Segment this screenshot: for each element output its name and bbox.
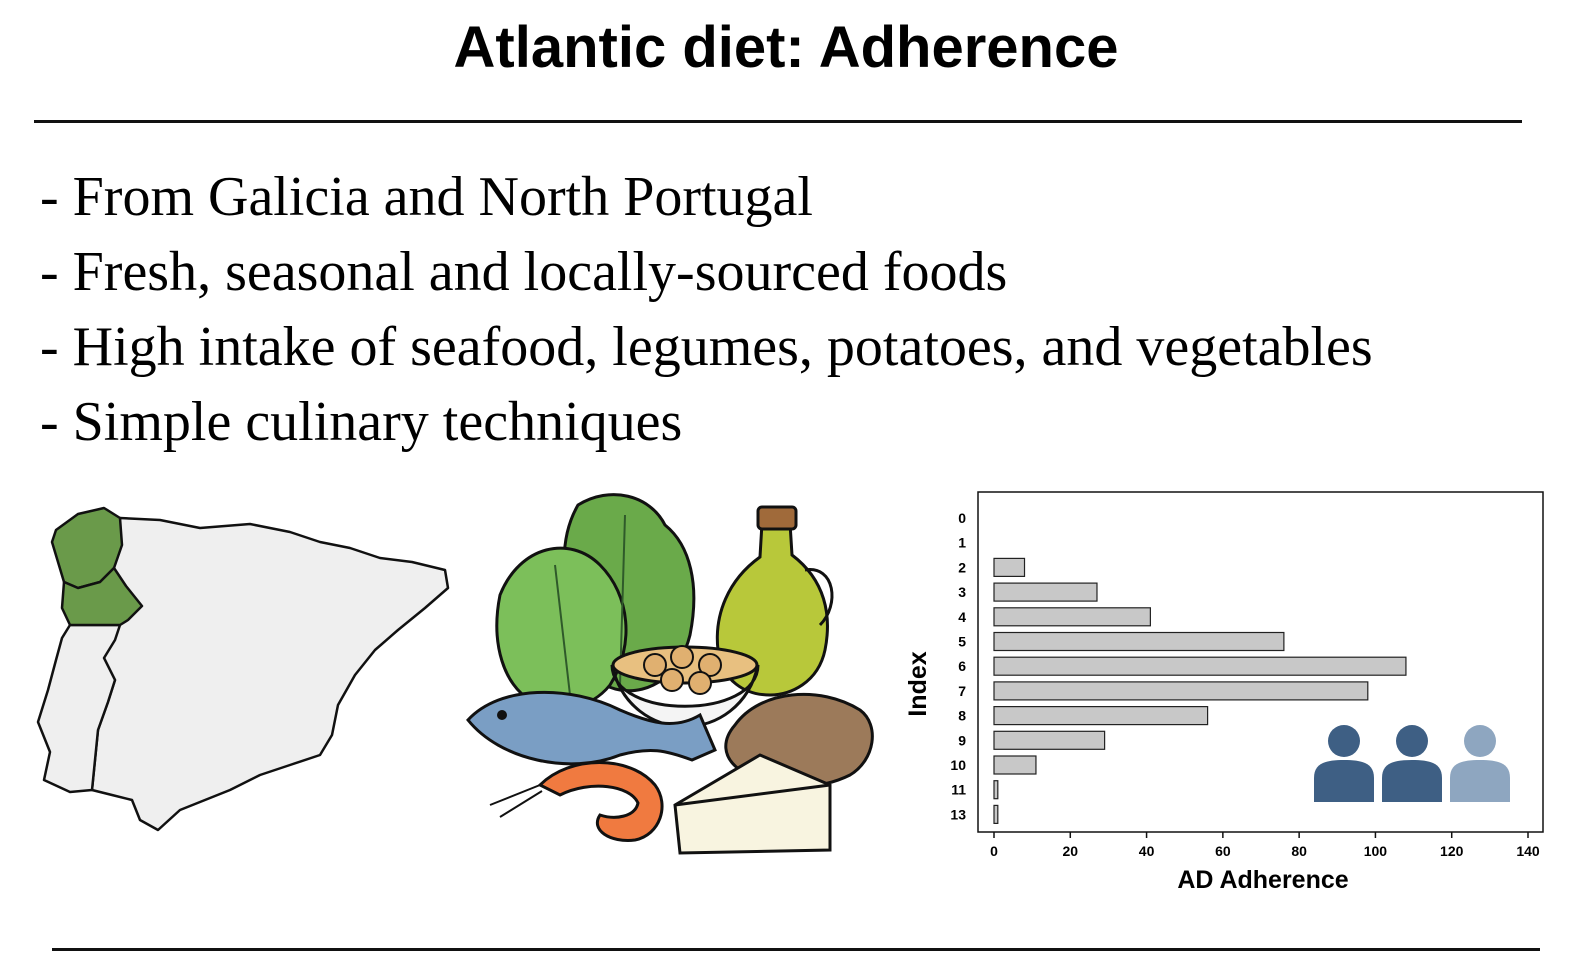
y-tick-label: 7 xyxy=(958,683,966,699)
x-tick-label: 40 xyxy=(1139,843,1155,859)
page-title: Atlantic diet: Adherence xyxy=(453,15,1119,80)
bullet-item: - Fresh, seasonal and locally-sourced fo… xyxy=(40,241,1008,303)
olive-oil-bottle-icon xyxy=(715,521,829,697)
title-divider xyxy=(34,120,1522,123)
y-tick-label: 5 xyxy=(958,634,966,650)
footer-divider xyxy=(52,948,1540,951)
y-tick-label: 11 xyxy=(951,782,966,798)
y-tick-label: 10 xyxy=(950,757,966,773)
bullet-item: - From Galicia and North Portugal xyxy=(40,166,813,228)
x-tick-label: 0 xyxy=(990,843,998,859)
people-group-icon xyxy=(1314,725,1510,802)
y-axis-label: Index xyxy=(904,651,932,716)
y-tick-label: 1 xyxy=(958,535,966,551)
spain-shape xyxy=(88,516,450,832)
bar xyxy=(993,706,1209,726)
bullet-item: - High intake of seafood, legumes, potat… xyxy=(40,316,1373,378)
bar xyxy=(993,681,1369,701)
bar xyxy=(993,582,1098,602)
y-tick-label: 2 xyxy=(958,559,966,575)
y-tick-label: 3 xyxy=(958,584,966,600)
x-tick-label: 100 xyxy=(1364,843,1388,859)
bar xyxy=(993,730,1106,750)
x-tick-label: 140 xyxy=(1516,843,1540,859)
fish-icon xyxy=(466,690,717,766)
x-tick-label: 60 xyxy=(1215,843,1231,859)
x-tick-label: 120 xyxy=(1440,843,1464,859)
y-tick-label: 4 xyxy=(958,609,966,625)
y-tick-label: 8 xyxy=(958,708,966,724)
bar xyxy=(993,804,999,824)
y-tick-label: 0 xyxy=(958,510,966,526)
cheese-icon xyxy=(673,753,832,855)
y-tick-label: 9 xyxy=(958,732,966,748)
food-illustration-icon xyxy=(460,485,880,860)
x-axis-label: AD Adherence xyxy=(1177,866,1348,894)
iberia-map-icon xyxy=(20,490,460,840)
plot-frame xyxy=(977,491,1544,833)
adherence-chart: 0 1 2 3 4 5 6 7 8 9 10 11 13 0 20 40 60 80 100 120 140 AD A… xyxy=(890,488,1550,908)
north-portugal-region xyxy=(60,566,144,627)
chickpea-bowl-icon xyxy=(610,664,760,728)
bar xyxy=(993,755,1037,775)
bar xyxy=(993,557,1026,578)
bar xyxy=(993,631,1285,652)
portugal-shape xyxy=(36,623,122,794)
x-tick-label: 80 xyxy=(1291,843,1307,859)
shrimp-icon xyxy=(537,761,664,842)
y-tick-label: 6 xyxy=(958,658,966,674)
bullet-list: - From Galicia and North Portugal - Fres… xyxy=(40,160,1373,460)
bar xyxy=(993,607,1151,627)
bullet-item: - Simple culinary techniques xyxy=(40,391,683,453)
x-tick-label: 20 xyxy=(1062,843,1078,859)
y-tick-label: 13 xyxy=(950,806,966,822)
bar xyxy=(993,656,1407,676)
bar xyxy=(993,780,999,800)
